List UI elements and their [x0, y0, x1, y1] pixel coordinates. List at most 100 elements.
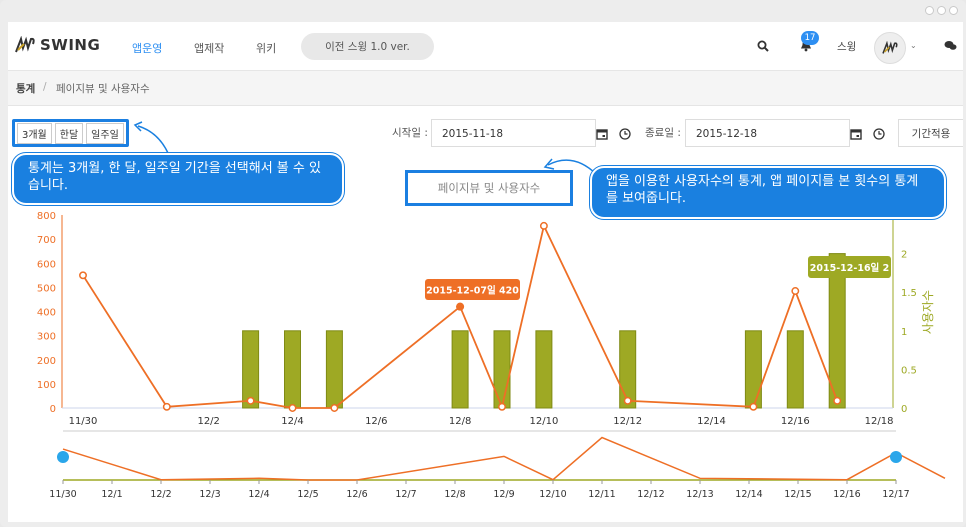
swing-logo-icon	[15, 36, 35, 53]
navigator-pageview-line	[62, 436, 946, 481]
pageview-point	[79, 271, 87, 280]
app-frame: SWING 앱운영 앱제작 위키 이전 스윙 1.0 ver. 17 스윙 ⌄	[8, 22, 963, 522]
pageview-tooltip-box	[425, 279, 520, 300]
top-navigation-bar: SWING 앱운영 앱제작 위키 이전 스윙 1.0 ver. 17 스윙 ⌄	[8, 22, 963, 71]
nav-app-build[interactable]: 앱제작	[194, 42, 225, 55]
pageview-point	[288, 404, 297, 412]
breadcrumb-root[interactable]: 통계	[16, 83, 36, 95]
left-axis-tick-label: 700	[37, 235, 56, 246]
left-axis-tick-label: 600	[37, 259, 56, 270]
pageview-point	[539, 221, 548, 230]
swing-logo[interactable]: SWING	[14, 36, 100, 54]
pageview-line	[82, 223, 839, 410]
navigator-left-handle[interactable]	[57, 451, 69, 463]
left-axis-tick-label: 200	[37, 356, 56, 367]
pageview-point	[162, 402, 171, 411]
navigator-tick-label: 12/3	[199, 489, 220, 500]
period-3months-button[interactable]: 3개월	[17, 122, 52, 144]
users-bar	[744, 330, 762, 409]
x-axis-tick-label: 12/14	[697, 416, 726, 427]
avatar-logo-icon	[882, 41, 898, 54]
navigator-tick-label: 12/12	[637, 489, 664, 500]
users-bar	[284, 330, 301, 409]
clock-icon[interactable]	[619, 128, 631, 140]
right-axis-title: 사용자수	[921, 290, 935, 334]
period-help-callout: 통계는 3개월, 한 달, 일주일 기간을 선택해서 볼 수 있습니다.	[12, 153, 344, 205]
pageview-point	[791, 287, 800, 295]
navigator-tick-label: 12/2	[150, 489, 171, 500]
stats-help-callout: 앱을 이용한 사용자수의 통계, 앱 페이지를 본 횟수의 통계를 보여줍니다.	[590, 166, 946, 219]
user-name[interactable]: 스윙	[837, 41, 857, 53]
chevron-down-icon[interactable]: ⌄	[910, 41, 917, 50]
pageview-point	[246, 396, 255, 405]
pageview-point	[623, 396, 632, 405]
users-bar	[325, 330, 343, 409]
x-axis-tick-label: 12/10	[529, 416, 558, 427]
notification-badge: 17	[801, 31, 819, 45]
breadcrumb-separator: /	[43, 81, 47, 93]
brand-name: SWING	[40, 36, 101, 54]
period-selector: 3개월 한달 일주일	[12, 119, 129, 147]
window-controls[interactable]	[925, 6, 958, 15]
right-axis-tick-label: 1	[901, 327, 907, 338]
calendar-icon[interactable]	[596, 128, 608, 140]
users-bar	[828, 253, 846, 409]
navigator-tick-label: 12/11	[588, 489, 615, 500]
users-bar	[493, 330, 511, 409]
breadcrumb-current: 페이지뷰 및 사용자수	[56, 83, 150, 95]
x-axis-tick-label: 12/6	[365, 416, 387, 427]
right-axis-tick-label: 2	[901, 250, 907, 261]
left-axis-tick-label: 0	[50, 404, 56, 415]
navigator-tick-label: 12/16	[833, 489, 860, 500]
end-date-label: 종료일 :	[645, 127, 681, 139]
navigator-tick-label: 12/13	[686, 489, 713, 500]
right-axis-tick-label: 0.5	[901, 365, 917, 376]
pageview-point	[749, 402, 758, 411]
navigator-tick-label: 12/17	[882, 489, 909, 500]
old-version-button[interactable]: 이전 스윙 1.0 ver.	[301, 33, 434, 60]
search-icon[interactable]	[757, 40, 769, 52]
nav-wiki[interactable]: 위키	[256, 42, 277, 55]
x-axis-tick-label: 11/30	[69, 416, 98, 427]
left-axis-tick-label: 100	[37, 380, 56, 391]
pageview-hover-point	[456, 302, 465, 311]
left-axis-tick-label: 400	[37, 308, 56, 319]
users-bar	[242, 330, 260, 409]
period-1week-button[interactable]: 일주일	[86, 122, 124, 144]
x-axis-tick-label: 12/4	[281, 416, 303, 427]
users-bar	[451, 330, 469, 409]
x-axis-tick-label: 12/2	[197, 416, 219, 427]
chart-title: 페이지뷰 및 사용자수	[405, 170, 573, 206]
calendar-icon[interactable]	[850, 128, 862, 140]
users-tooltip-box	[808, 256, 891, 278]
navigator-right-handle[interactable]	[890, 451, 902, 463]
pageview-tooltip-label: 2015-12-07일 420	[426, 285, 519, 297]
navigator-tick-label: 12/10	[539, 489, 566, 500]
clock-icon[interactable]	[873, 128, 885, 140]
x-axis-tick-label: 12/16	[781, 416, 810, 427]
end-date-input[interactable]: 2015-12-18	[685, 119, 850, 147]
pageview-point	[330, 404, 339, 412]
navigator-tick-label: 12/4	[248, 489, 269, 500]
x-axis-tick-label: 12/12	[613, 416, 642, 427]
navigator-tick-label: 12/15	[784, 489, 811, 500]
navigator-tick-label: 12/5	[297, 489, 318, 500]
navigator-tick-label: 12/1	[101, 489, 122, 500]
navigator-tick-label: 12/7	[395, 489, 416, 500]
left-axis-tick-label: 500	[37, 283, 56, 294]
pageview-point	[498, 402, 506, 411]
period-1month-button[interactable]: 한달	[54, 122, 84, 144]
start-date-input[interactable]: 2015-11-18	[431, 119, 596, 147]
chat-icon[interactable]	[944, 40, 957, 51]
start-date-label: 시작일 :	[392, 127, 428, 139]
right-axis-tick-label: 1.5	[901, 288, 917, 299]
nav-app-operation[interactable]: 앱운영	[132, 42, 163, 55]
apply-period-button[interactable]: 기간적용	[898, 119, 963, 147]
navigator-tick-label: 11/30	[49, 489, 76, 500]
x-axis-tick-label: 12/8	[449, 416, 471, 427]
pageview-users-chart: 010020030040050060070080000.511.522.5사용자…	[37, 211, 946, 500]
avatar[interactable]	[874, 32, 906, 64]
pageview-point	[833, 396, 842, 405]
navigator-tick-label: 12/9	[493, 489, 514, 500]
